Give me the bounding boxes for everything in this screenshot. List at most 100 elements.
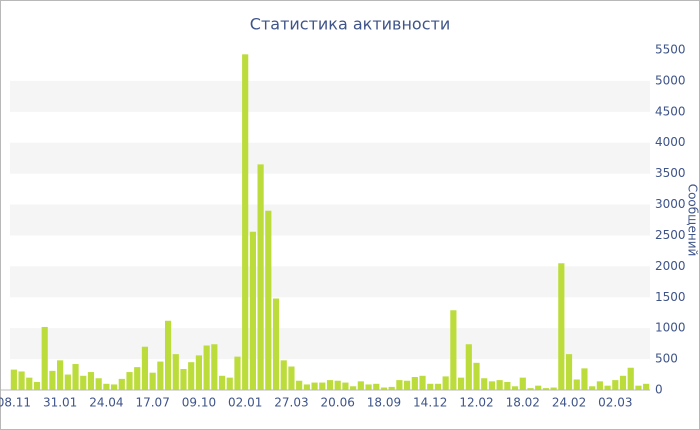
bar — [203, 345, 210, 390]
bar — [535, 385, 542, 390]
x-tick-label: 31.01 — [43, 396, 77, 410]
bar — [342, 382, 349, 390]
y-tick-label: 3000 — [655, 197, 686, 211]
bar — [496, 380, 503, 390]
chart-title: Статистика активности — [250, 15, 450, 34]
bar — [596, 381, 603, 390]
x-tick-label: 02.01 — [228, 396, 262, 410]
bar — [319, 382, 326, 390]
bar — [103, 383, 110, 390]
y-tick-label: 3500 — [655, 166, 686, 180]
bar — [18, 371, 25, 390]
x-tick-label: 12.02 — [459, 396, 493, 410]
bar — [581, 368, 588, 390]
bar — [442, 376, 449, 390]
bar — [211, 344, 218, 390]
y-tick-label: 2500 — [655, 228, 686, 242]
bar — [419, 375, 426, 390]
bar — [481, 378, 488, 390]
bar — [504, 381, 511, 390]
bar — [396, 380, 403, 390]
bar — [604, 385, 611, 390]
grid-band — [10, 204, 650, 236]
bar — [242, 54, 249, 391]
bar — [357, 381, 364, 390]
x-tick-label: 18.09 — [367, 396, 401, 410]
bar — [141, 346, 149, 390]
x-tick-label: 02.03 — [598, 396, 632, 410]
bar — [33, 381, 41, 390]
bar — [388, 386, 395, 390]
x-tick-label: 27.03 — [274, 396, 308, 410]
bar — [550, 387, 557, 390]
bar — [326, 380, 334, 390]
bar — [627, 367, 634, 390]
bar — [450, 310, 457, 390]
bar — [188, 362, 195, 390]
bar — [511, 386, 519, 390]
bar — [365, 384, 372, 390]
bar — [350, 386, 357, 390]
bar — [635, 385, 642, 390]
bar — [527, 388, 534, 390]
bar — [226, 377, 233, 390]
bar — [26, 377, 33, 390]
y-tick-label: 4500 — [655, 104, 686, 118]
bar — [95, 378, 102, 390]
x-tick-label: 24.04 — [89, 396, 123, 410]
bar — [558, 263, 565, 390]
bar — [404, 380, 411, 390]
bar — [288, 366, 295, 390]
bar — [411, 377, 418, 390]
grid-band — [10, 266, 650, 298]
bar — [49, 370, 56, 390]
bar — [164, 320, 172, 390]
bar — [265, 210, 272, 390]
bar — [218, 375, 226, 390]
x-tick-label: 08.11 — [0, 396, 31, 410]
x-tick-label: 09.10 — [182, 396, 216, 410]
y-axis-label: Сообщений — [686, 184, 700, 257]
y-tick-label: 0 — [655, 383, 663, 397]
bar — [157, 361, 164, 390]
y-tick-label: 500 — [655, 352, 678, 366]
x-tick-label: 20.06 — [321, 396, 355, 410]
bar — [118, 378, 125, 390]
bar — [473, 362, 480, 390]
bar — [180, 368, 187, 390]
bar — [612, 380, 619, 390]
bar — [234, 356, 241, 390]
bar — [643, 383, 650, 390]
bar — [380, 387, 388, 390]
y-tick-label: 5000 — [655, 73, 686, 87]
bar — [280, 360, 287, 390]
bar — [87, 372, 95, 390]
bar — [334, 380, 341, 390]
bar — [257, 164, 264, 390]
bar — [465, 344, 472, 390]
x-tick-label: 14.12 — [413, 396, 447, 410]
bar — [427, 383, 434, 390]
y-tick-label: 2000 — [655, 259, 686, 273]
grid-band — [10, 142, 650, 174]
bar — [296, 380, 303, 390]
bar — [303, 384, 310, 390]
y-tick-label: 5500 — [655, 43, 686, 57]
y-tick-label: 1500 — [655, 290, 686, 304]
bar — [565, 354, 573, 390]
bar — [542, 388, 549, 390]
x-tick-label: 18.02 — [506, 396, 540, 410]
bar — [134, 367, 141, 390]
bar — [272, 298, 280, 390]
bar — [458, 377, 465, 390]
bar — [172, 354, 179, 390]
x-tick-label: 17.07 — [135, 396, 169, 410]
bar — [80, 375, 87, 390]
bar — [619, 375, 627, 390]
bar — [311, 382, 318, 390]
bar — [573, 379, 580, 390]
bar — [149, 372, 156, 390]
bar — [10, 369, 17, 390]
